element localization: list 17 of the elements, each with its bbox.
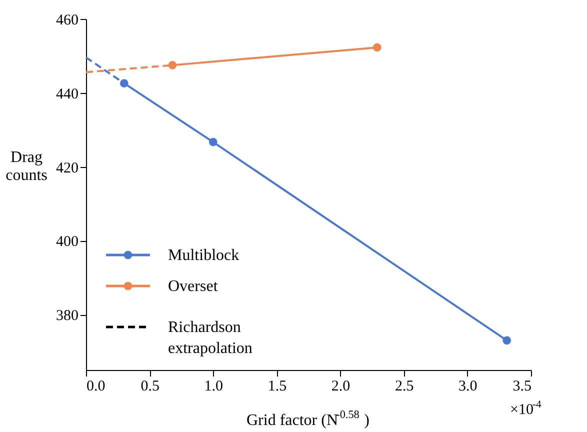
x-tick-label: 1.0 (204, 378, 224, 394)
x-tick-label: 0.0 (86, 378, 106, 394)
y-tick-label: 420 (56, 160, 78, 176)
x-tick-label: 3.0 (458, 378, 478, 394)
y-tick-label: 400 (56, 234, 78, 250)
legend-label: Richardson extrapolation (168, 319, 252, 357)
x-tick-label: 2.5 (394, 378, 414, 394)
x-tick-label: 0.5 (140, 378, 160, 394)
x-tick-label: 2.0 (331, 378, 350, 394)
legend-label: Overset (168, 278, 218, 295)
x-tick-label: 1.5 (268, 378, 287, 394)
x-tick-label: 3.5 (512, 378, 532, 394)
y-tick-label: 460 (56, 12, 78, 28)
legend-label: Multiblock (168, 247, 240, 264)
y-tick-label: 380 (56, 308, 78, 324)
y-tick-label: 440 (56, 86, 78, 102)
y-axis-title: Drag counts (6, 149, 48, 184)
